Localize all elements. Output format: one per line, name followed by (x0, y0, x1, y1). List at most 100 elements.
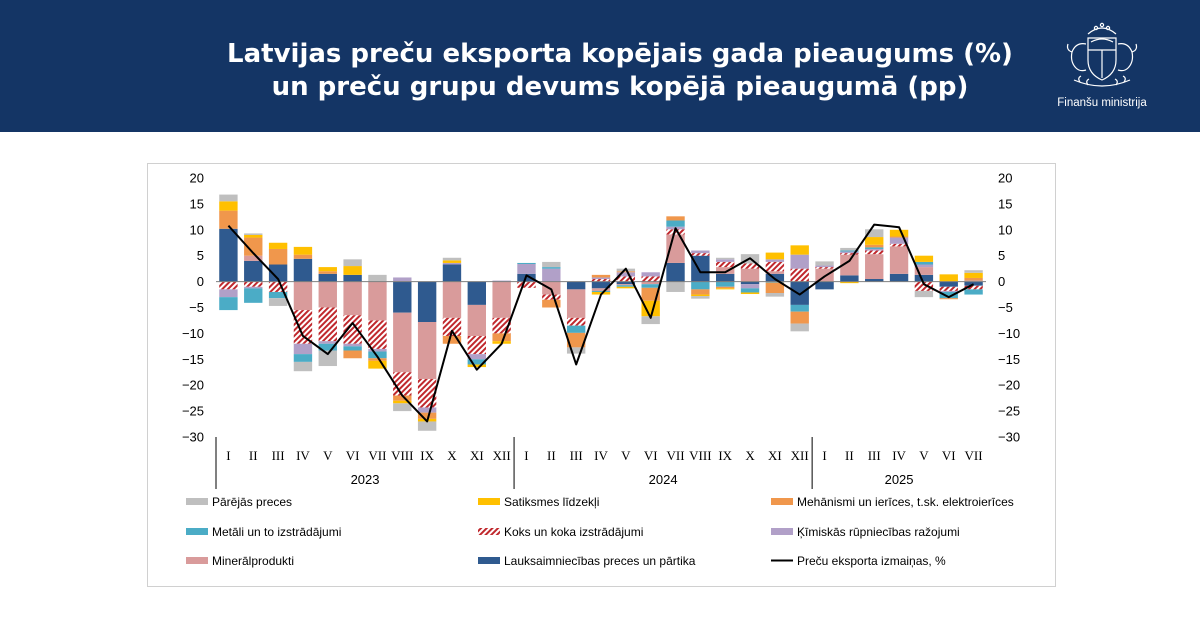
bar-segment-5 (865, 247, 884, 249)
bar-segment-7 (691, 294, 710, 297)
bar-segment-4 (765, 259, 785, 262)
x-tick-label: VI (644, 448, 658, 463)
x-tick-label: IX (420, 448, 434, 463)
bar-segment-2 (815, 268, 834, 282)
legend-label: Lauksaimniecības preces un pārtika (504, 554, 696, 568)
y-tick-label-right: −5 (998, 300, 1013, 315)
bar-segment-1 (244, 260, 263, 282)
legend-label: Satiksmes līdzekļi (504, 495, 599, 509)
bar-segment-2 (343, 281, 362, 316)
title-line-2: un preču grupu devums kopējā pieaugumā (… (271, 72, 969, 102)
bar-segment-8 (964, 270, 983, 273)
x-tick-label: IX (718, 448, 732, 463)
export-change-line (227, 223, 975, 423)
bar-segment-6 (417, 412, 437, 419)
bar-segment-7 (293, 246, 313, 255)
chart-panel: 20 20 15 15 10 10 5 5 0 0 −5 −5 −10 −10 −15 −15 −20 −20 −2… (147, 163, 1056, 587)
bar-segment-6 (244, 237, 263, 256)
bar-segment-7 (219, 201, 238, 211)
bar-segment-5 (740, 288, 760, 293)
bar-segment-3 (542, 294, 561, 300)
bar-segment-8 (765, 293, 785, 297)
bar-segment-7 (343, 266, 362, 275)
bar-segment-2 (318, 281, 337, 308)
legend-swatch (771, 528, 793, 535)
legend-swatch (771, 498, 793, 505)
bar-segment-2 (293, 281, 313, 311)
bar-segment-6 (591, 274, 611, 278)
bar-segment-7 (716, 288, 735, 290)
bar-segment-5 (790, 304, 809, 312)
legend-swatch (186, 557, 208, 564)
x-tick-label: III (868, 448, 881, 463)
bar-segment-2 (244, 255, 263, 261)
bar-segment-3 (268, 281, 288, 292)
bar-segment-6 (889, 236, 909, 238)
bar-segment-2 (716, 267, 735, 274)
bar-segment-5 (517, 262, 536, 264)
bar-segment-4 (417, 407, 437, 413)
bar-segment-5 (939, 291, 958, 299)
y-tick-label-right: −20 (998, 378, 1020, 393)
x-tick-label: II (845, 448, 854, 463)
bar-segment-6 (790, 311, 809, 324)
legend-swatch (478, 528, 500, 535)
x-tick-label: VIII (391, 448, 413, 463)
bar-segment-2 (467, 304, 486, 336)
bar-segment-1 (964, 281, 983, 286)
bar-segment-8 (641, 316, 660, 325)
bar-segment-8 (914, 290, 934, 298)
bar-segment-5 (244, 288, 263, 303)
y-tick-label-right: 0 (998, 274, 1005, 289)
bar-segment-4 (318, 341, 337, 344)
legend-label: Preču eksporta izmaiņas, % (797, 554, 946, 568)
org-name: Finanšu ministrija (1057, 97, 1147, 109)
y-tick-label-left: −5 (189, 300, 204, 315)
bar-segment-6 (318, 271, 337, 274)
x-tick-label: V (919, 448, 929, 463)
bar-segment-2 (542, 281, 561, 295)
bar-segment-7 (268, 242, 288, 249)
bar-segment-5 (666, 220, 685, 227)
bar-segment-4 (716, 259, 735, 262)
bar-segment-6 (964, 277, 983, 281)
bar-segment-3 (641, 276, 660, 282)
bar-segment-7 (790, 245, 809, 255)
bar-segment-3 (740, 263, 760, 269)
bar-segment-3 (889, 243, 909, 247)
bar-segment-3 (865, 250, 884, 255)
y-tick-label-left: −20 (182, 378, 204, 393)
bar-segment-4 (368, 348, 387, 352)
y-tick-label-right: −30 (998, 430, 1020, 445)
bar-segment-7 (840, 281, 859, 284)
bar-segment-5 (716, 281, 735, 287)
bar-segment-3 (616, 276, 636, 282)
bar-segment-6 (368, 358, 387, 361)
bar-segment-7 (740, 292, 760, 295)
bar-segment-7 (964, 272, 983, 278)
y-tick-label-left: 15 (190, 196, 204, 211)
bar-segment-2 (393, 312, 412, 373)
legend-label: Ķīmiskās rūpniecības ražojumi (797, 525, 960, 539)
bar-segment-5 (566, 325, 586, 333)
y-tick-label-left: 0 (197, 274, 204, 289)
bar-segment-8 (244, 233, 263, 235)
bar-segment-3 (467, 335, 486, 355)
bar-segment-8 (442, 257, 462, 261)
bar-segment-5 (840, 250, 859, 252)
bar-segment-5 (765, 281, 785, 283)
bar-segment-4 (542, 268, 561, 282)
x-tick-label: XII (493, 448, 511, 463)
bar-segment-4 (865, 248, 884, 251)
x-tick-label: VI (942, 448, 956, 463)
bar-segment-7 (914, 255, 934, 262)
y-tick-label-left: −25 (182, 404, 204, 419)
legend: Pārējās preces Satiksmes līdzekļi Mehānism… (186, 495, 1014, 568)
x-tick-label: VII (666, 448, 684, 463)
bar-segment-1 (616, 281, 636, 285)
x-tick-label: III (272, 448, 285, 463)
bar-segment-4 (740, 284, 760, 289)
legend-label: Minerālprodukti (212, 554, 294, 568)
bar-segment-2 (840, 254, 859, 276)
bar-segment-3 (765, 261, 785, 272)
